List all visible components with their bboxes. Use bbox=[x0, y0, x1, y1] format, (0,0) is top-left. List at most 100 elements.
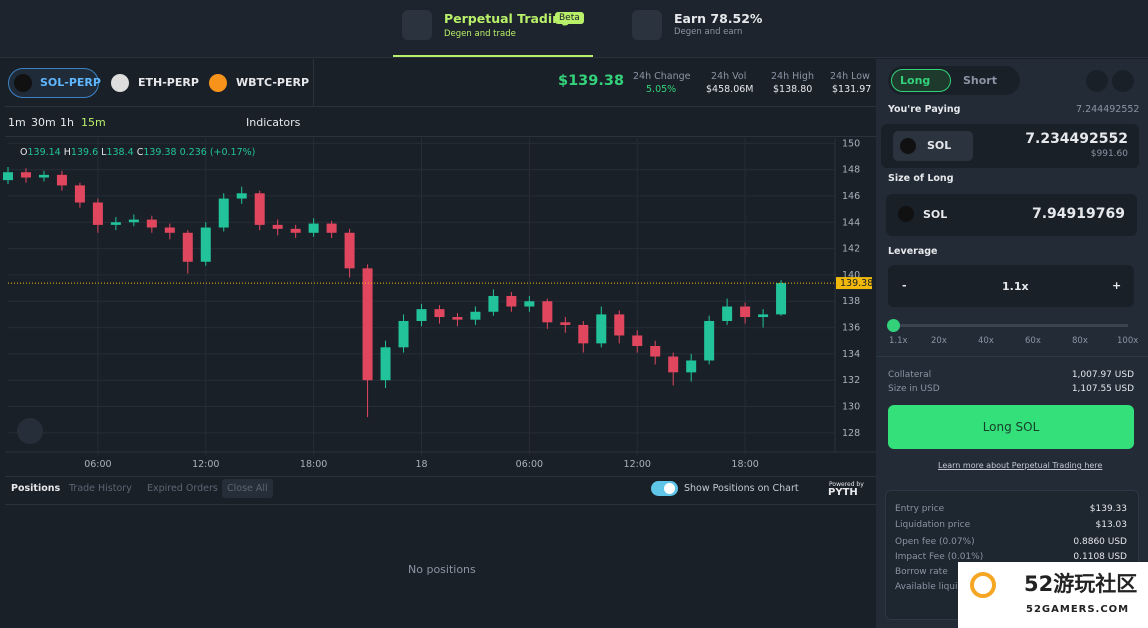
x-tick-label: 06:00 bbox=[516, 459, 543, 470]
candle-body bbox=[506, 295, 517, 307]
summary-label: Size in USD bbox=[888, 384, 940, 394]
tab-title[interactable]: Earn 78.52% bbox=[674, 11, 763, 26]
indicators[interactable]: Indicators bbox=[246, 116, 301, 129]
side-label[interactable]: Long bbox=[900, 74, 931, 87]
candle-body bbox=[398, 320, 409, 348]
stat-value: $458.06M bbox=[706, 84, 754, 95]
y-tick-label: 150 bbox=[842, 138, 860, 149]
badge: Beta bbox=[555, 12, 584, 24]
token[interactable]: SOL bbox=[927, 139, 952, 152]
slider-mark: 80x bbox=[1072, 336, 1088, 346]
market-name[interactable]: WBTC-PERP bbox=[236, 76, 310, 89]
slider-track bbox=[892, 324, 1128, 327]
market-name[interactable]: ETH-PERP bbox=[138, 76, 199, 89]
candle-body bbox=[740, 306, 751, 318]
eth-icon bbox=[111, 74, 129, 92]
candle-body bbox=[308, 223, 319, 233]
candle-body bbox=[596, 314, 607, 344]
market-name[interactable]: SOL-PERP bbox=[40, 76, 101, 89]
detail-label: Entry price bbox=[895, 504, 945, 514]
sol-icon bbox=[900, 138, 916, 154]
slider-mark: 40x bbox=[978, 336, 994, 346]
ohlc-key: L bbox=[101, 147, 107, 158]
toggle-label: Show Positions on Chart bbox=[684, 483, 799, 494]
tab-title[interactable]: Perpetual Trading bbox=[444, 11, 571, 26]
summary-value: 1,007.97 USD bbox=[1071, 370, 1134, 380]
ohlc-value: 139.14 bbox=[27, 147, 61, 158]
candle-body bbox=[254, 193, 265, 225]
pay-amount: 7.234492552 bbox=[1025, 131, 1128, 147]
ohlc-key: C bbox=[136, 147, 144, 158]
y-tick-label: 138 bbox=[842, 296, 860, 307]
candle-body bbox=[776, 283, 787, 315]
powered-by: Powered by bbox=[829, 481, 864, 488]
label: Size of Long bbox=[888, 173, 954, 184]
candle-body bbox=[128, 219, 139, 223]
tab-underline bbox=[393, 55, 593, 57]
positions-tab[interactable]: Expired Orders bbox=[147, 483, 218, 494]
token: SOL bbox=[923, 208, 948, 221]
positions-tab[interactable]: Trade History bbox=[69, 483, 132, 494]
refresh-button[interactable] bbox=[1086, 70, 1108, 92]
tv-logo bbox=[17, 418, 43, 444]
lev-minus[interactable]: - bbox=[902, 279, 907, 292]
sol-icon bbox=[898, 206, 914, 222]
market-bar bbox=[5, 59, 876, 107]
lev-plus[interactable]: + bbox=[1112, 279, 1122, 292]
detail-value: $139.33 bbox=[1089, 504, 1127, 514]
toggle-knob bbox=[664, 483, 675, 494]
ohlc-change: 0.236 (+0.17%) bbox=[179, 147, 256, 158]
stat-value: $131.97 bbox=[832, 84, 872, 95]
candle-body bbox=[668, 356, 679, 373]
detail-label: Impact Fee (0.01%) bbox=[895, 552, 984, 562]
interval-active[interactable]: 15m bbox=[81, 116, 106, 129]
side-long[interactable] bbox=[891, 69, 951, 92]
stat-value: 5.05% bbox=[646, 84, 677, 95]
candle-body bbox=[74, 185, 85, 203]
y-tick-label: 128 bbox=[842, 428, 860, 439]
candle-body bbox=[164, 227, 175, 233]
learn-link[interactable]: Learn more about Perpetual Trading here bbox=[938, 461, 1103, 470]
positions-tab[interactable]: Positions bbox=[11, 483, 61, 494]
leverage-input bbox=[888, 265, 1134, 307]
candle-body bbox=[722, 306, 733, 321]
pay-usd: $991.60 bbox=[1090, 149, 1128, 159]
settings-button[interactable] bbox=[1112, 70, 1134, 92]
interval[interactable]: 30m bbox=[31, 116, 56, 129]
pyth: PYTH bbox=[828, 487, 858, 498]
size-input[interactable] bbox=[886, 194, 1137, 236]
long-button[interactable]: Long SOL bbox=[888, 405, 1134, 449]
stat-label: 24h Change bbox=[633, 71, 691, 82]
mark-price: $139.38 bbox=[558, 73, 625, 89]
slider-knob[interactable] bbox=[887, 319, 900, 332]
y-tick-label: 142 bbox=[842, 244, 860, 255]
size-amount: 7.94919769 bbox=[1032, 206, 1125, 222]
summary-label: Collateral bbox=[888, 370, 932, 380]
candle-body bbox=[344, 232, 355, 269]
candle-body bbox=[182, 232, 193, 262]
candle-body bbox=[236, 193, 247, 199]
candle-body bbox=[200, 227, 211, 262]
slider-mark: 100x bbox=[1117, 336, 1139, 346]
interval[interactable]: 1m bbox=[8, 116, 26, 129]
candle-body bbox=[218, 198, 229, 228]
candle-body bbox=[92, 202, 103, 225]
candle-body bbox=[272, 224, 283, 229]
divider bbox=[313, 59, 314, 107]
close-all[interactable]: Close All bbox=[222, 479, 273, 498]
slider-mark: 60x bbox=[1025, 336, 1041, 346]
top-bar bbox=[0, 0, 1148, 58]
ohlc-legend: O139.14 H139.6 L138.4 C139.38 0.236 (+0.… bbox=[20, 147, 255, 158]
interval[interactable]: 1h bbox=[60, 116, 74, 129]
price-chart: 128 130 132 134 136 138 140 142 144 146 148 150 06:0… bbox=[3, 138, 876, 470]
ohlc-value: 139.38 bbox=[143, 147, 177, 158]
candle-body bbox=[542, 301, 553, 323]
x-tick-label: 18:00 bbox=[300, 459, 327, 470]
stat-label: 24h Vol bbox=[711, 71, 747, 82]
candle-body bbox=[38, 174, 49, 178]
detail-label: Available liquidity bbox=[895, 582, 975, 592]
side-label[interactable]: Short bbox=[963, 74, 997, 87]
candle-body bbox=[578, 324, 589, 344]
divider bbox=[5, 504, 876, 505]
